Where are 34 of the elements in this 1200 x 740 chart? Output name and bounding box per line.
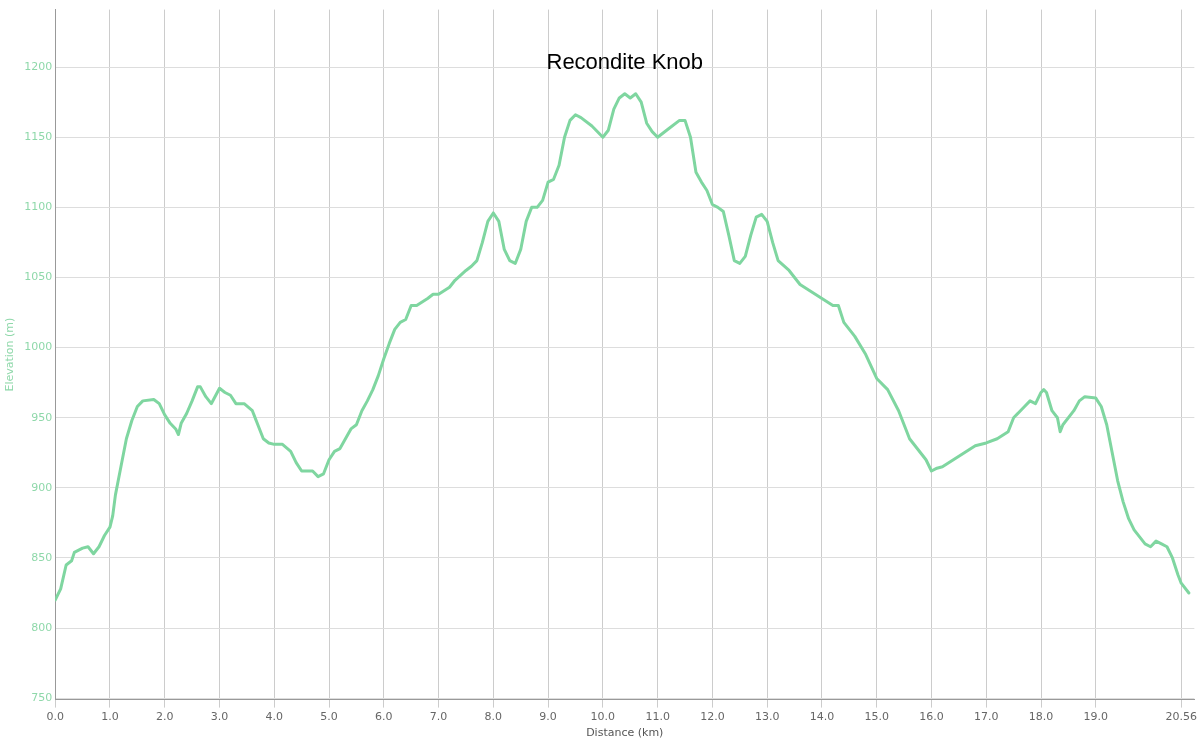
y-tick-label: 1150 <box>24 130 53 144</box>
x-tick-label: 11.0 <box>645 710 670 724</box>
x-tick-label: 4.0 <box>265 710 284 724</box>
x-tick-label: 3.0 <box>210 710 229 724</box>
y-tick-label: 850 <box>31 550 53 564</box>
y-tick-label: 950 <box>31 410 53 424</box>
x-tick-label: 5.0 <box>320 710 338 724</box>
y-tick-label: 800 <box>31 620 53 634</box>
y-tick-label: 1050 <box>24 270 53 284</box>
y-tick-label: 1000 <box>24 340 53 354</box>
x-axis-title: Distance (km) <box>586 726 664 740</box>
x-tick-label: 15.0 <box>864 710 889 724</box>
y-tick-label: 750 <box>31 691 53 705</box>
x-tick-label: 0.0 <box>46 710 64 724</box>
x-tick-label: 14.0 <box>809 710 835 724</box>
x-tick-label: 17.0 <box>973 710 999 724</box>
text: Recondite Knob <box>546 48 704 74</box>
x-tick-label: 9.0 <box>539 710 557 724</box>
y-tick-label: 1100 <box>24 200 53 214</box>
x-tick-label: 10.0 <box>590 710 616 724</box>
y-tick-label: 900 <box>31 480 53 494</box>
x-tick-label: 16.0 <box>919 710 944 724</box>
x-tick-label: 20.56 <box>1165 710 1197 724</box>
x-tick-label: 7.0 <box>429 710 448 724</box>
x-tick-label: 1.0 <box>101 710 119 724</box>
x-tick-label: 13.0 <box>754 710 780 724</box>
y-tick-label: 1200 <box>24 59 53 73</box>
x-tick-label: 6.0 <box>375 710 393 724</box>
x-tick-label: 12.0 <box>700 710 725 724</box>
y-axis-title: Elevation (m) <box>3 317 17 392</box>
x-tick-label: 18.0 <box>1028 710 1054 724</box>
x-tick-label: 19.0 <box>1083 710 1109 724</box>
x-tick-label: 2.0 <box>155 710 174 724</box>
x-tick-label: 8.0 <box>484 710 503 724</box>
